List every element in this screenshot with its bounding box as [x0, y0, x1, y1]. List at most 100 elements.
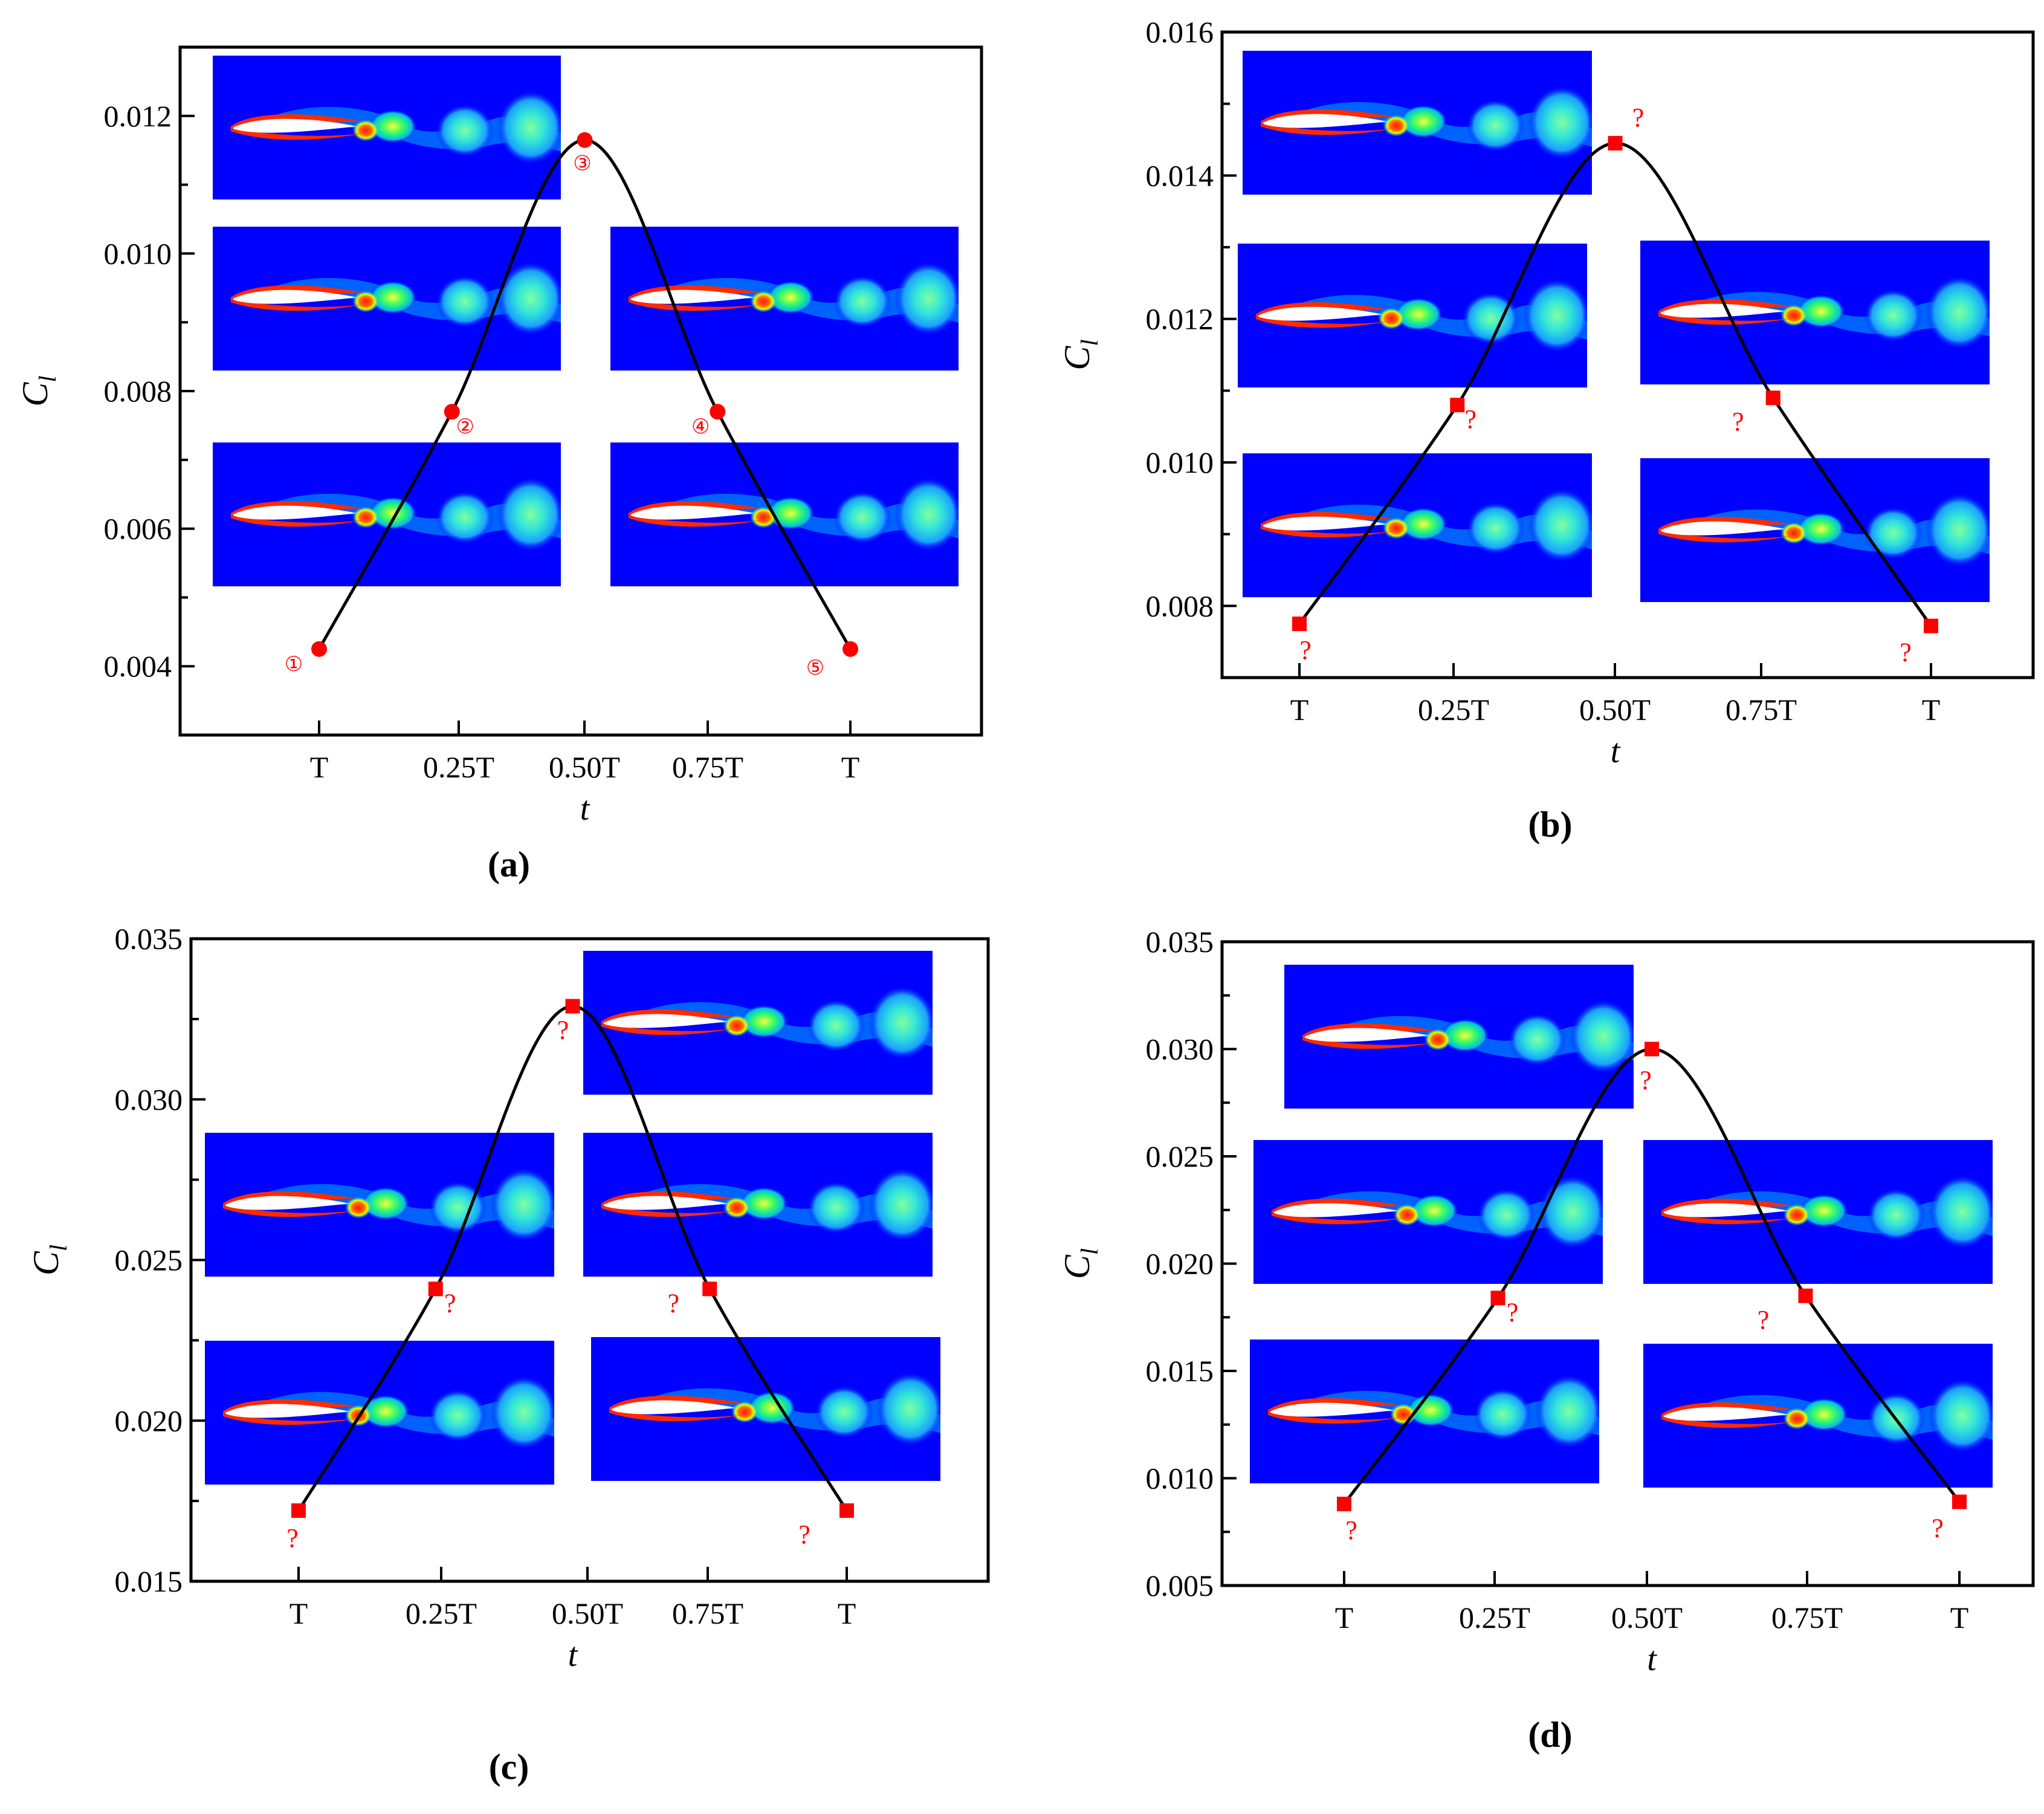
point-label: ?	[286, 1523, 299, 1553]
point-label: ?	[1900, 638, 1912, 667]
flow-field-snapshot	[1640, 458, 1990, 602]
y-tick-label: 0.016	[1146, 15, 1214, 49]
flow-field-snapshot	[610, 227, 959, 371]
point-label: ⑤	[806, 657, 824, 679]
x-tick-label: T	[838, 1596, 856, 1630]
y-tick-label: 0.008	[1146, 589, 1214, 623]
data-point-marker	[291, 1503, 306, 1518]
x-tick-label: T	[1290, 693, 1309, 727]
data-point-marker	[1490, 1291, 1506, 1306]
x-tick-label: 0.50T	[549, 750, 620, 784]
x-tick-label: T	[1922, 693, 1941, 727]
point-label: ?	[1640, 1066, 1652, 1095]
flow-field-snapshot	[213, 442, 561, 586]
x-tick-label: 0.50T	[1611, 1601, 1683, 1634]
x-tick-label: T	[310, 750, 329, 784]
data-point-marker	[428, 1281, 443, 1297]
point-label: ?	[557, 1016, 569, 1045]
data-point-marker	[702, 1281, 717, 1297]
point-label: ?	[798, 1520, 810, 1549]
y-tick-label: 0.012	[1146, 302, 1214, 336]
flow-field-snapshot	[1284, 965, 1634, 1109]
data-point-marker	[577, 132, 593, 148]
data-point-marker	[1450, 398, 1465, 413]
x-tick-label: 0.25T	[1418, 693, 1489, 727]
point-label: ③	[573, 153, 591, 175]
flow-field-snapshot	[1243, 51, 1592, 195]
data-point-marker	[843, 641, 858, 657]
data-point-marker	[1952, 1494, 1967, 1509]
point-label: ?	[1932, 1514, 1944, 1543]
point-label: ?	[1507, 1297, 1519, 1327]
chart-panel-a: 0.004 0.006 0.008 0.010 0.012 T 0.25T 0.50T 0.75…	[15, 45, 983, 884]
data-point-marker	[311, 641, 327, 657]
point-label: ?	[1345, 1515, 1357, 1545]
x-tick-label: 0.75T	[672, 1596, 743, 1630]
flow-field-snapshot	[1243, 453, 1592, 597]
data-point-marker	[1337, 1497, 1351, 1512]
y-tick-label: 0.015	[1146, 1354, 1214, 1388]
flow-field-snapshot	[213, 56, 561, 199]
svg-text:Cl: Cl	[15, 375, 61, 406]
x-tick-label: 0.25T	[423, 750, 494, 784]
svg-text:Cl: Cl	[26, 1245, 72, 1275]
flow-field-snapshot	[1250, 1339, 1599, 1483]
point-label: ?	[1632, 103, 1645, 132]
plot-frame	[1220, 30, 2035, 679]
x-tick-label: 0.75T	[1771, 1601, 1843, 1634]
y-tick-label: 0.025	[115, 1243, 183, 1277]
x-tick-label: 0.75T	[672, 750, 743, 784]
x-axis-label: t	[580, 790, 590, 828]
y-axis-label: Cl	[1057, 339, 1103, 370]
data-point-marker	[1924, 618, 1938, 633]
point-label: ?	[444, 1288, 456, 1318]
y-tick-label: 0.004	[104, 649, 172, 683]
data-point-marker	[444, 404, 460, 420]
y-tick-label: 0.020	[1146, 1247, 1214, 1281]
panel-label: (a)	[488, 844, 530, 884]
data-point-marker	[1645, 1041, 1659, 1057]
chart-panel-d: 0.005 0.010 0.015 0.020 0.025 0.030 0.035 T 0.25…	[1057, 925, 2035, 1755]
x-tick-label: T	[289, 1596, 308, 1630]
flow-field-snapshot	[1643, 1344, 1993, 1488]
point-label: ④	[691, 416, 710, 438]
data-point-marker	[710, 404, 726, 420]
y-tick-label: 0.035	[1146, 925, 1214, 959]
point-label: ①	[285, 653, 303, 676]
x-tick-label: T	[1335, 1601, 1354, 1634]
point-label: ②	[456, 416, 474, 438]
point-label: ?	[1299, 635, 1311, 665]
y-tick-label: 0.010	[1146, 1462, 1214, 1495]
y-axis-label: Cl	[26, 1245, 72, 1275]
svg-text:Cl: Cl	[1057, 339, 1103, 370]
y-tick-label: 0.008	[104, 374, 172, 408]
data-point-marker	[839, 1503, 854, 1518]
x-tick-label: 0.25T	[1459, 1601, 1530, 1634]
x-tick-label: 0.50T	[552, 1596, 623, 1630]
flow-field-snapshot	[205, 1133, 554, 1277]
y-tick-label: 0.010	[1146, 445, 1214, 479]
y-tick-label: 0.010	[104, 236, 172, 270]
panel-label: (d)	[1528, 1715, 1572, 1755]
x-axis-label: t	[1647, 1641, 1657, 1678]
flow-field-snapshot	[583, 1133, 933, 1277]
flow-field-snapshot	[1253, 1140, 1603, 1284]
point-label: ?	[1758, 1305, 1770, 1335]
data-point-marker	[565, 999, 580, 1014]
x-axis-label: t	[1611, 733, 1621, 770]
flow-field-snapshot	[1643, 1140, 1993, 1284]
point-label: ?	[667, 1288, 679, 1318]
data-point-marker	[1765, 390, 1780, 406]
y-tick-label: 0.030	[1146, 1032, 1214, 1066]
y-tick-label: 0.012	[104, 99, 172, 133]
data-point-marker	[1608, 135, 1623, 151]
y-tick-label: 0.014	[1146, 158, 1214, 192]
y-tick-label: 0.025	[1146, 1139, 1214, 1173]
data-point-marker	[1292, 617, 1307, 631]
y-tick-label: 0.006	[104, 512, 172, 546]
y-axis-label: Cl	[15, 375, 61, 406]
panel-label: (b)	[1528, 805, 1572, 844]
y-tick-label: 0.020	[115, 1404, 183, 1437]
flow-field-snapshot	[213, 227, 561, 371]
